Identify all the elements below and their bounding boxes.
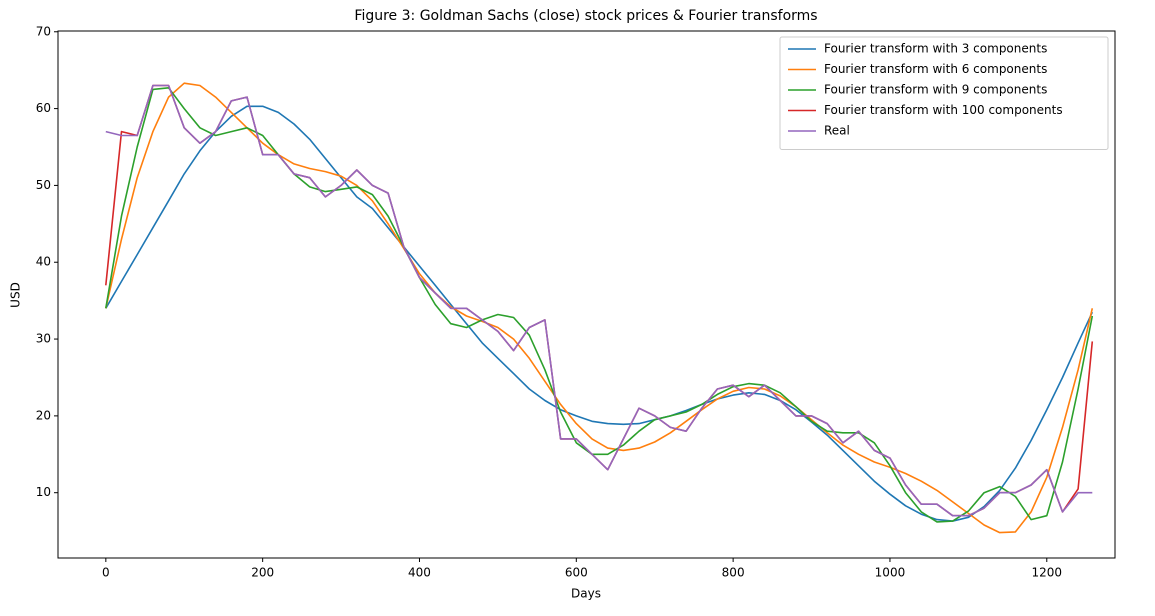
series-line <box>105 105 1094 522</box>
x-tick-label: 0 <box>102 566 110 580</box>
y-tick-label: 70 <box>36 24 51 38</box>
legend-label: Real <box>824 124 850 138</box>
legend-label: Fourier transform with 100 components <box>824 103 1063 117</box>
chart-title: Figure 3: Goldman Sachs (close) stock pr… <box>354 8 817 24</box>
y-axis-label: USD <box>9 282 23 308</box>
y-tick-label: 20 <box>36 408 51 422</box>
series-line <box>105 84 1094 517</box>
x-tick-label: 1200 <box>1032 566 1063 580</box>
y-tick-label: 10 <box>36 485 51 499</box>
x-tick-label: 800 <box>722 566 745 580</box>
y-tick-label: 40 <box>36 255 51 269</box>
x-tick-label: 600 <box>565 566 588 580</box>
legend-label: Fourier transform with 9 components <box>824 83 1047 97</box>
y-tick-label: 50 <box>36 178 51 192</box>
x-axis-label: Days <box>571 587 601 601</box>
series-line <box>105 87 1094 523</box>
y-tick-label: 30 <box>36 332 51 346</box>
legend-box <box>779 36 1109 150</box>
legend-label: Fourier transform with 3 components <box>824 42 1047 56</box>
legend-label: Fourier transform with 6 components <box>824 62 1047 76</box>
plot-frame <box>57 30 1116 559</box>
series-line <box>105 84 1093 517</box>
y-tick-label: 60 <box>36 101 51 115</box>
series-line <box>105 82 1094 534</box>
x-tick-label: 200 <box>251 566 274 580</box>
x-tick-label: 1000 <box>875 566 906 580</box>
x-tick-label: 400 <box>408 566 431 580</box>
